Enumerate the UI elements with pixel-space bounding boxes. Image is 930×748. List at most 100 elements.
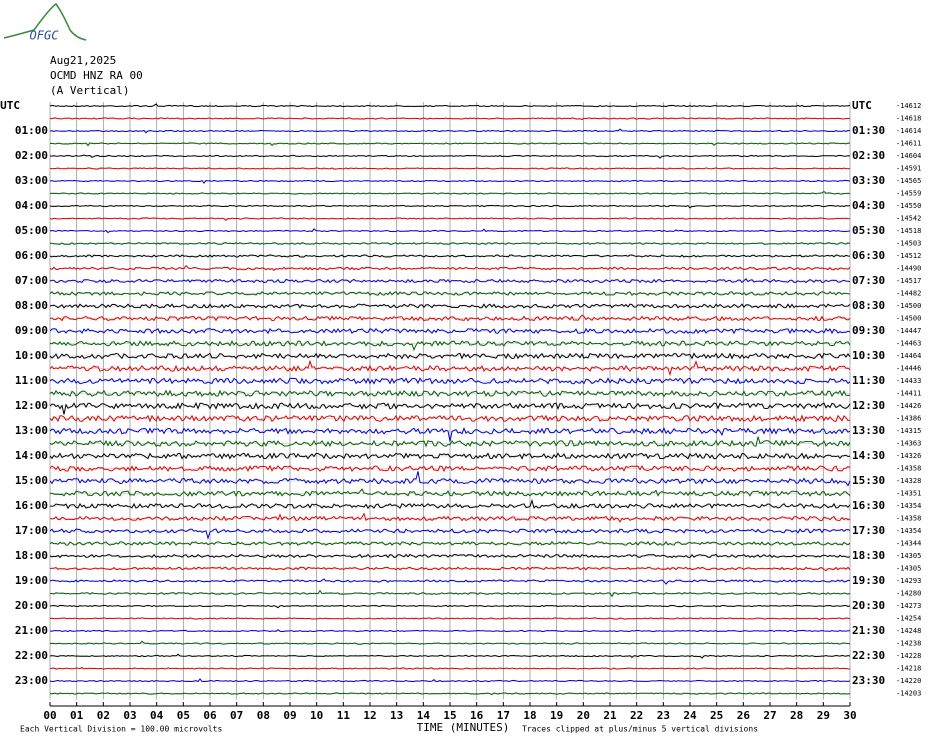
trace: [49, 692, 851, 696]
x-tick-label: 12: [363, 709, 376, 722]
trace: [49, 278, 851, 284]
left-time-label: 02:00: [15, 149, 48, 162]
x-tick-label: 07: [230, 709, 243, 722]
right-time-label: 04:30: [852, 199, 885, 212]
trace-offset: -14618: [896, 115, 921, 123]
x-tick-label: 11: [337, 709, 351, 722]
right-time-label: 07:30: [852, 274, 885, 287]
trace-offset: -14326: [896, 452, 921, 460]
left-time-label: UTC: [0, 99, 20, 112]
trace-offset: -14614: [896, 127, 921, 135]
left-time-label: 21:00: [15, 624, 48, 637]
x-tick-label: 00: [43, 709, 56, 722]
x-tick-label: 10: [310, 709, 323, 722]
trace: [49, 377, 851, 385]
left-time-label: 20:00: [15, 599, 48, 612]
trace: [49, 488, 851, 497]
trace-offset: -14344: [896, 540, 921, 548]
trace-offset: -14273: [896, 602, 921, 610]
x-tick-label: 01: [70, 709, 84, 722]
right-time-label: 22:30: [852, 649, 885, 662]
x-tick-label: 27: [763, 709, 776, 722]
trace-offset: -14447: [896, 327, 921, 335]
trace-offset: -14351: [896, 490, 921, 498]
x-tick-label: 04: [150, 709, 164, 722]
trace: [49, 452, 851, 460]
left-time-label: 18:00: [15, 549, 48, 562]
trace: [50, 589, 851, 598]
trace-offset: -14482: [896, 290, 921, 298]
right-time-label: 06:30: [852, 249, 885, 262]
trace: [49, 389, 851, 398]
right-time-label: 14:30: [852, 449, 885, 462]
trace: [49, 242, 851, 245]
trace-offset: -14612: [896, 102, 921, 110]
right-time-label: 02:30: [852, 149, 885, 162]
x-tick-label: 23: [657, 709, 670, 722]
x-tick-label: 21: [603, 709, 617, 722]
trace: [49, 653, 851, 659]
logo: OFGC: [30, 29, 60, 43]
trace-offset: -14518: [896, 227, 921, 235]
trace-offset: -14604: [896, 152, 921, 160]
trace-offset: -14280: [896, 590, 921, 598]
left-time-label: 06:00: [15, 249, 48, 262]
trace: [49, 228, 851, 234]
right-time-label: 23:30: [852, 674, 885, 687]
x-tick-label: 08: [257, 709, 270, 722]
right-time-label: 08:30: [852, 299, 885, 312]
right-time-label: UTC: [852, 99, 872, 112]
left-time-label: 10:00: [15, 349, 48, 362]
trace: [49, 352, 851, 360]
right-time-label: 12:30: [852, 399, 885, 412]
trace-offset: -14500: [896, 315, 921, 323]
trace-offset: -14512: [896, 252, 921, 260]
trace-offset: -14463: [896, 340, 921, 348]
trace: [49, 528, 851, 540]
trace-offset: -14305: [896, 552, 921, 560]
trace: [49, 254, 851, 258]
trace: [49, 314, 851, 322]
x-tick-label: 28: [790, 709, 803, 722]
left-time-label: 12:00: [15, 399, 48, 412]
x-tick-label: 02: [97, 709, 110, 722]
left-time-label: 08:00: [15, 299, 48, 312]
trace-offset: -14503: [896, 240, 921, 248]
trace: [49, 128, 851, 134]
left-time-label: 09:00: [15, 324, 48, 337]
trace: [49, 629, 851, 633]
x-tick-label: 19: [550, 709, 563, 722]
trace: [49, 640, 851, 645]
trace-offset: -14354: [896, 527, 921, 535]
trace: [49, 464, 851, 473]
trace-offset: -14363: [896, 440, 921, 448]
trace-offset: -14542: [896, 215, 921, 223]
trace: [49, 471, 851, 487]
trace: [49, 553, 851, 559]
trace-offset: -14433: [896, 377, 921, 385]
x-tick-label: 14: [417, 709, 431, 722]
trace-offset: -14411: [896, 390, 921, 398]
trace: [49, 103, 851, 108]
left-time-label: 15:00: [15, 474, 48, 487]
trace-offset: -14550: [896, 202, 921, 210]
x-tick-label: 30: [843, 709, 856, 722]
trace-offset: -14248: [896, 627, 921, 635]
trace-offset: -14228: [896, 652, 921, 660]
x-tick-label: 17: [497, 709, 510, 722]
trace: [49, 190, 851, 195]
x-axis-title: TIME (MINUTES): [417, 721, 510, 734]
trace: [49, 566, 851, 572]
x-tick-label: 03: [123, 709, 136, 722]
trace: [49, 117, 851, 121]
x-tick-label: 29: [817, 709, 830, 722]
trace-offset: -14490: [896, 265, 921, 273]
left-time-label: 01:00: [15, 124, 48, 137]
trace-offset: -14517: [896, 277, 921, 285]
trace: [49, 179, 851, 184]
clip-note: Traces clipped at plus/minus 5 vertical …: [522, 725, 758, 734]
trace-offset: -14446: [896, 365, 921, 373]
trace: [49, 427, 851, 442]
trace: [49, 414, 851, 423]
trace-offset: -14305: [896, 565, 921, 573]
